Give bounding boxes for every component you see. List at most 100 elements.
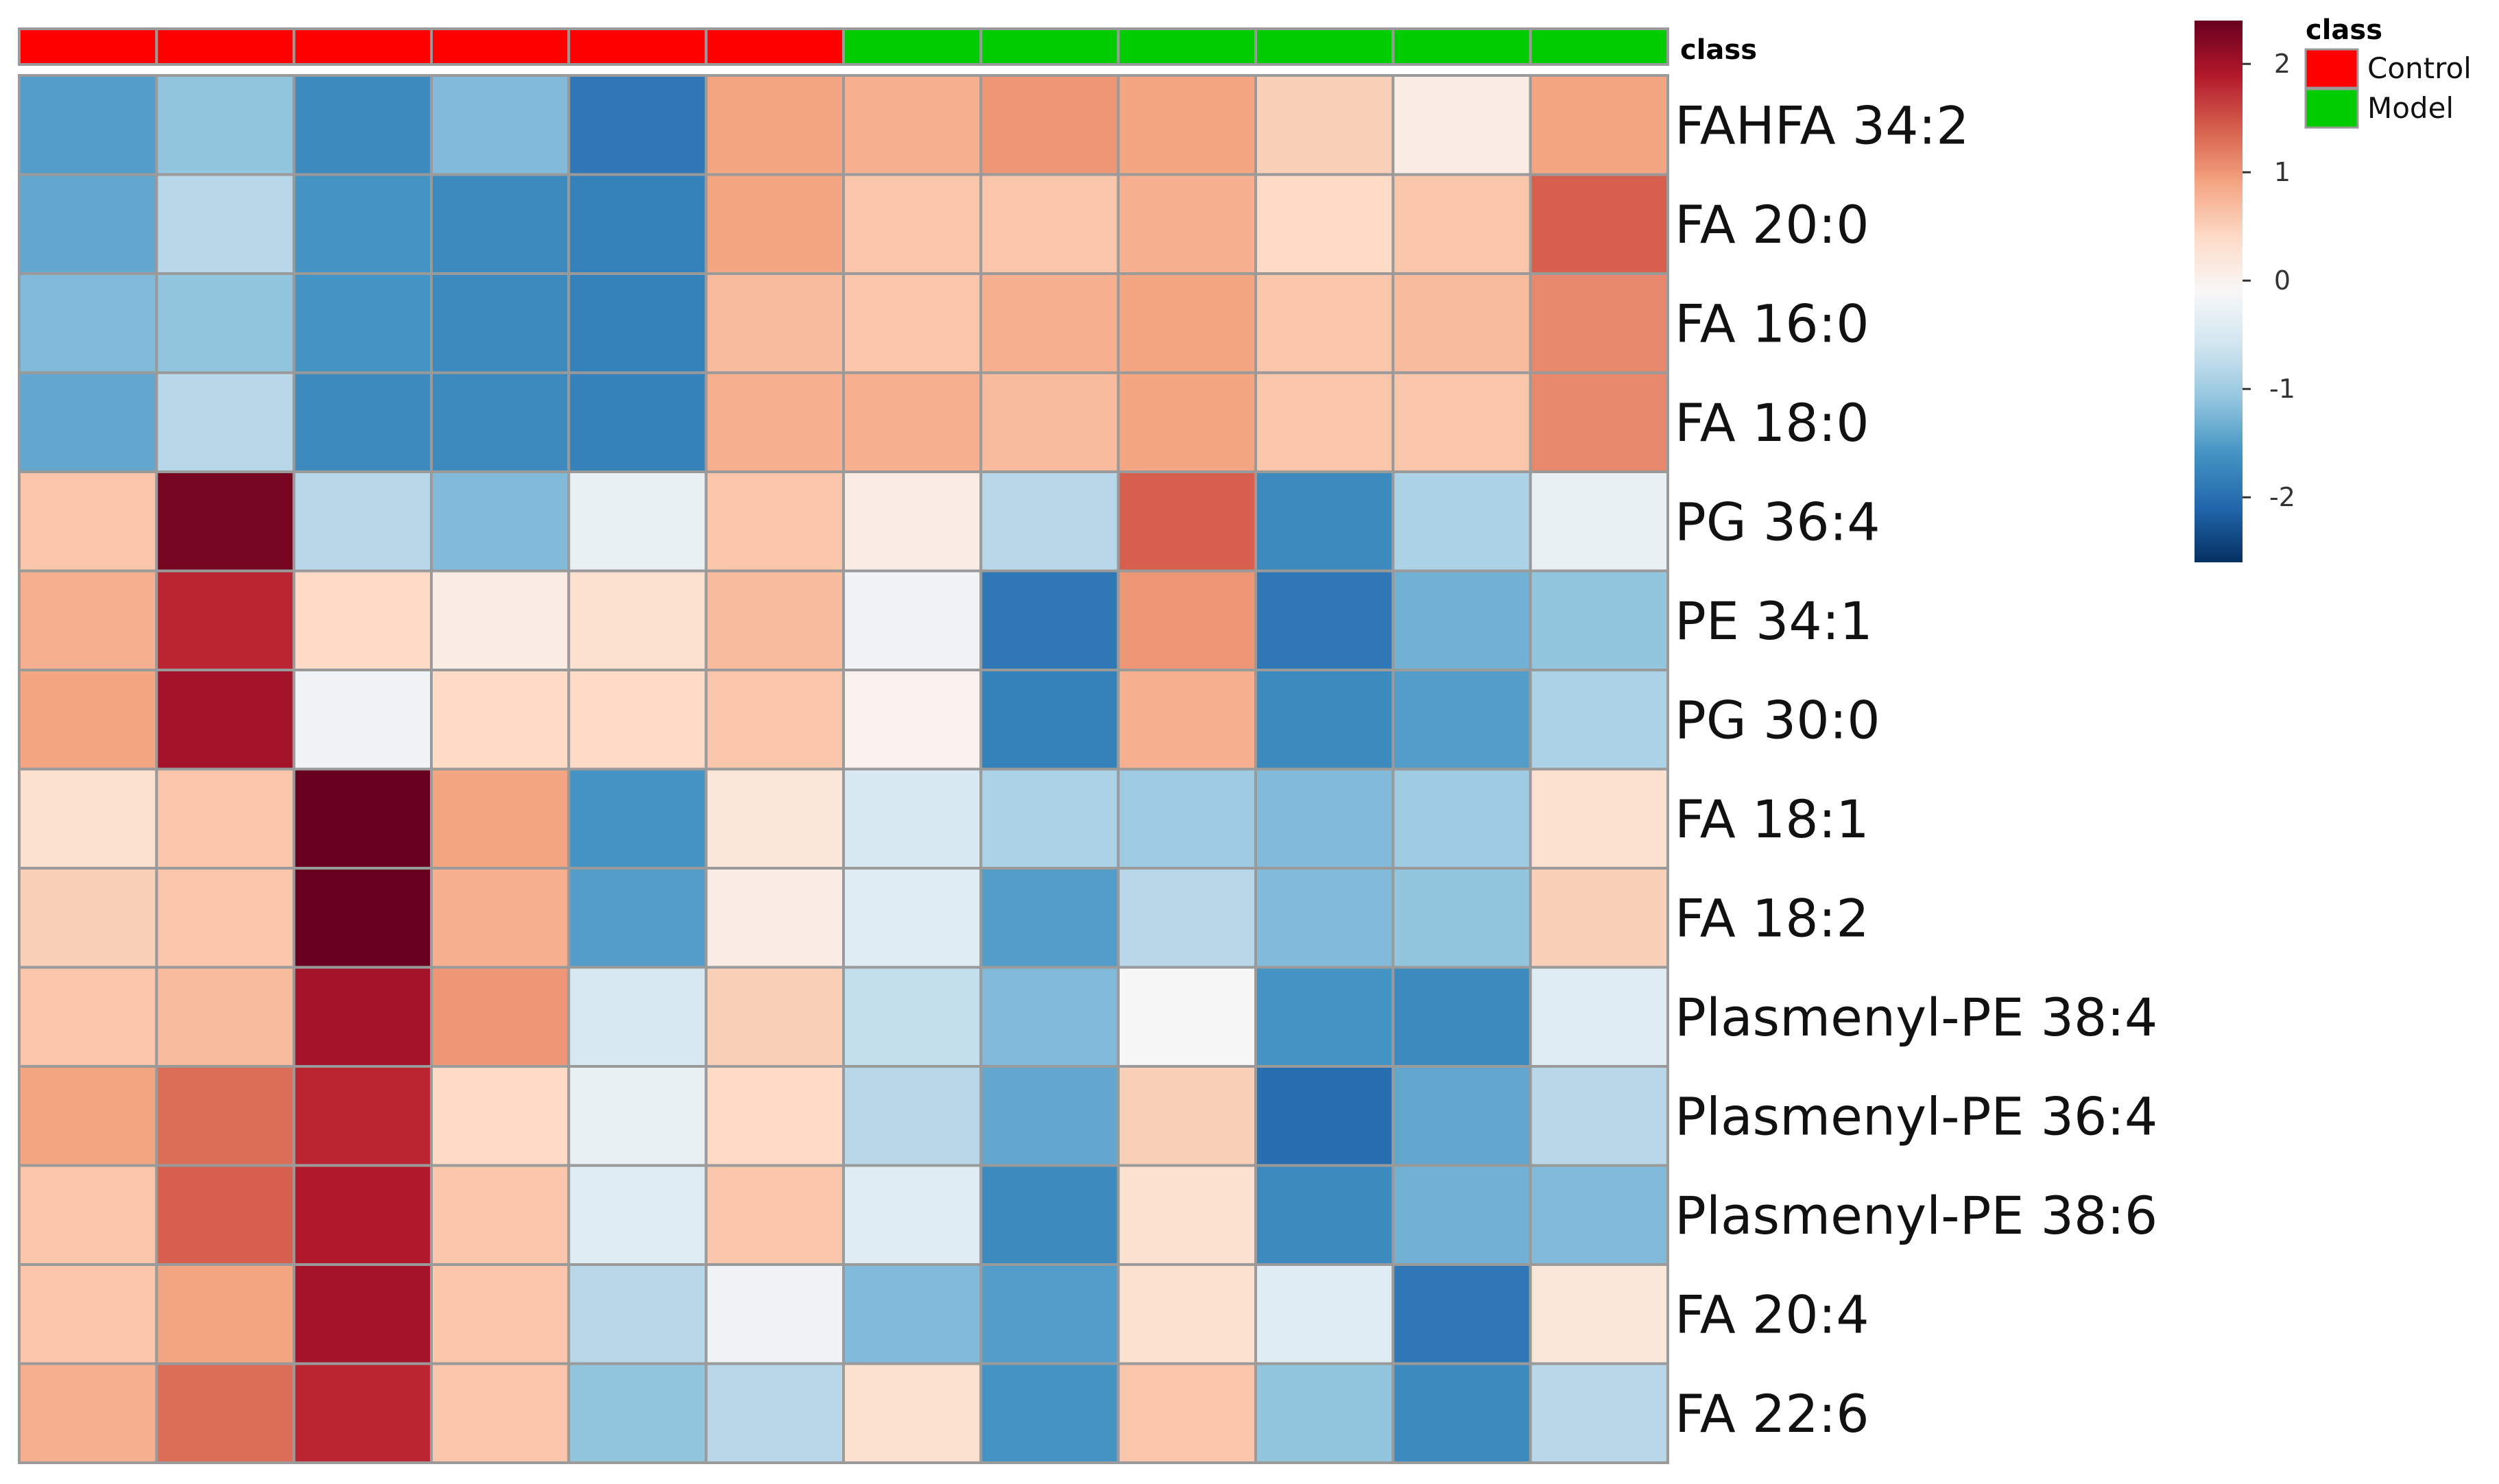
heatmap-cell bbox=[567, 569, 708, 671]
heatmap-cell bbox=[1116, 74, 1257, 176]
heatmap-cell bbox=[842, 272, 983, 374]
heatmap-cell bbox=[1116, 371, 1257, 473]
heatmap-cell bbox=[1391, 470, 1532, 573]
annotation-cell-model bbox=[1529, 27, 1670, 66]
row-labels: FAHFA 34:2 FA 20:0 FA 16:0 FA 18:0 PG 36:4 PE… bbox=[1675, 95, 2157, 1444]
heatmap-cell bbox=[155, 1164, 296, 1266]
heatmap-cell bbox=[704, 867, 845, 969]
legend-label-control: Control bbox=[2367, 51, 2472, 85]
heatmap-cell bbox=[704, 1263, 845, 1365]
heatmap-cell bbox=[842, 1362, 983, 1464]
heatmap-cell bbox=[567, 272, 708, 374]
row-label: FA 18:1 bbox=[1675, 789, 1869, 850]
heatmap-cell bbox=[18, 569, 158, 671]
heatmap-cell bbox=[979, 470, 1120, 573]
heatmap-cell bbox=[292, 371, 433, 473]
heatmap-cell bbox=[155, 470, 296, 573]
heatmap-cell bbox=[1116, 1164, 1257, 1266]
class-annotation-bar bbox=[18, 27, 1670, 66]
heatmap-cell bbox=[18, 470, 158, 573]
heatmap-cell bbox=[155, 1065, 296, 1167]
heatmap-cell bbox=[18, 1263, 158, 1365]
heatmap-cell bbox=[155, 867, 296, 969]
heatmap-cell bbox=[979, 1362, 1120, 1464]
heatmap-cell bbox=[1254, 173, 1395, 275]
heatmap-cell bbox=[842, 173, 983, 275]
heatmap-cell bbox=[1116, 767, 1257, 870]
heatmap-cell bbox=[704, 966, 845, 1068]
legend-swatch-control bbox=[2304, 48, 2359, 89]
heatmap-cell bbox=[18, 272, 158, 374]
heatmap-cell bbox=[292, 470, 433, 573]
annotation-cell-control bbox=[704, 27, 845, 66]
heatmap-cell bbox=[1254, 1362, 1395, 1464]
heatmap-cell bbox=[979, 669, 1120, 771]
annotation-cell-control bbox=[430, 27, 571, 66]
heatmap-cell bbox=[979, 371, 1120, 473]
heatmap-cell bbox=[430, 1362, 571, 1464]
heatmap-cell bbox=[155, 74, 296, 176]
heatmap-cell bbox=[292, 74, 433, 176]
heatmap-cell bbox=[292, 569, 433, 671]
annotation-cell-model bbox=[1116, 27, 1257, 66]
heatmap-cell bbox=[1391, 173, 1532, 275]
heatmap-cell bbox=[430, 470, 571, 573]
row-label: PE 34:1 bbox=[1675, 590, 1873, 651]
heatmap-cell bbox=[155, 272, 296, 374]
heatmap-cell bbox=[1116, 173, 1257, 275]
heatmap-cell bbox=[18, 867, 158, 969]
row-label: Plasmenyl-PE 36:4 bbox=[1675, 1086, 2157, 1147]
heatmap-cell bbox=[1529, 867, 1670, 969]
colorbar-gradient bbox=[2195, 21, 2243, 562]
row-label: FA 22:6 bbox=[1675, 1383, 1869, 1444]
legend-title: class bbox=[2306, 14, 2382, 46]
heatmap-cell bbox=[155, 371, 296, 473]
annotation-cell-model bbox=[1391, 27, 1532, 66]
heatmap-cell bbox=[842, 569, 983, 671]
heatmap-cell bbox=[18, 173, 158, 275]
heatmap-cell bbox=[1254, 669, 1395, 771]
row-label: FA 18:2 bbox=[1675, 887, 1869, 948]
heatmap-cell bbox=[1254, 1263, 1395, 1365]
heatmap-cell bbox=[1254, 371, 1395, 473]
heatmap-cell bbox=[567, 867, 708, 969]
heatmap-cell bbox=[1254, 867, 1395, 969]
heatmap-cell bbox=[567, 371, 708, 473]
heatmap-cell bbox=[18, 1362, 158, 1464]
colorbar-tick-label: -2 bbox=[2269, 482, 2295, 512]
heatmap-cell bbox=[1254, 272, 1395, 374]
heatmap-cell bbox=[567, 767, 708, 870]
heatmap-cell bbox=[1254, 74, 1395, 176]
heatmap-cell bbox=[155, 569, 296, 671]
heatmap-cell bbox=[1391, 1065, 1532, 1167]
heatmap-cell bbox=[155, 1263, 296, 1365]
colorbar-tick-label: -1 bbox=[2269, 374, 2295, 404]
legend-items: Control Model bbox=[2304, 48, 2472, 129]
heatmap-cell bbox=[18, 371, 158, 473]
heatmap-cell bbox=[1529, 74, 1670, 176]
heatmap-cell bbox=[979, 1065, 1120, 1167]
heatmap-cell bbox=[979, 767, 1120, 870]
annotation-cell-model bbox=[979, 27, 1120, 66]
heatmap-cell bbox=[430, 569, 571, 671]
heatmap-cell bbox=[1116, 1065, 1257, 1167]
heatmap-cell bbox=[567, 1065, 708, 1167]
heatmap-cell bbox=[704, 272, 845, 374]
heatmap-cell bbox=[292, 867, 433, 969]
heatmap-cell bbox=[704, 1164, 845, 1266]
heatmap-cell bbox=[704, 470, 845, 573]
heatmap-cell bbox=[430, 1263, 571, 1365]
heatmap-cell bbox=[842, 867, 983, 969]
row-label: FA 20:0 bbox=[1675, 194, 1869, 255]
colorbar: 2 1 0 -1 -2 bbox=[2195, 21, 2295, 562]
heatmap-cell bbox=[292, 1065, 433, 1167]
row-label: PG 36:4 bbox=[1675, 491, 1880, 552]
heatmap-cell bbox=[1391, 272, 1532, 374]
row-label: FA 16:0 bbox=[1675, 293, 1869, 354]
heatmap-cell bbox=[842, 371, 983, 473]
heatmap-cell bbox=[1529, 1263, 1670, 1365]
colorbar-tick-label: 0 bbox=[2274, 265, 2291, 296]
annotation-bar-title: class bbox=[1680, 34, 1757, 66]
heatmap-cell bbox=[18, 966, 158, 1068]
